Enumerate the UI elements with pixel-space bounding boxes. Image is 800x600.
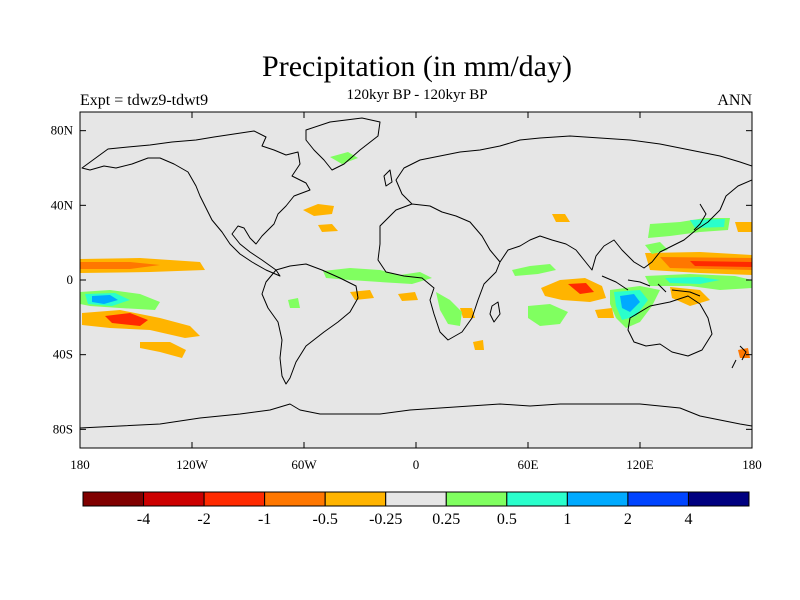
anomaly-region bbox=[541, 278, 606, 302]
colorbar-label: -1 bbox=[258, 511, 271, 528]
coastline-indonesia bbox=[601, 275, 701, 297]
lon-tick-label: 180 bbox=[742, 457, 762, 472]
anomaly-region bbox=[92, 295, 118, 304]
colorbar-label: -0.5 bbox=[313, 511, 338, 528]
precip-anomaly-layer bbox=[80, 152, 752, 358]
anomaly-region bbox=[552, 214, 570, 222]
lat-tick-label: 0 bbox=[67, 272, 74, 287]
coastline-north-america bbox=[81, 130, 311, 277]
anomaly-region bbox=[105, 313, 148, 326]
coastline-africa-eurasia bbox=[377, 135, 752, 341]
colorbar: -4 -2 -1 -0.5 -0.25 0.25 0.5 1 2 4 bbox=[82, 491, 750, 528]
page-title: Precipitation (in mm/day) bbox=[262, 50, 572, 83]
period-label: ANN bbox=[717, 92, 752, 109]
colorbar-swatch bbox=[82, 491, 145, 507]
colorbar-swatch bbox=[385, 491, 447, 507]
anomaly-region bbox=[670, 287, 710, 306]
coastline-uk bbox=[383, 169, 393, 187]
anomaly-region bbox=[512, 264, 556, 276]
colorbar-label: 1 bbox=[563, 511, 571, 528]
anomaly-region bbox=[303, 204, 334, 216]
coastline-new-zealand bbox=[731, 345, 747, 369]
lon-tick-label: 60E bbox=[518, 457, 539, 472]
anomaly-region bbox=[665, 277, 720, 284]
axis-ticks: 80N 40N 0 40S 80S 180 120W 60W 0 60E 120E 180 bbox=[51, 112, 762, 472]
anomaly-region bbox=[568, 283, 594, 294]
coastline-south-america bbox=[261, 263, 359, 385]
coastline-australia bbox=[627, 295, 713, 357]
colorbar-label: 4 bbox=[684, 511, 692, 528]
lon-tick-label: 0 bbox=[413, 457, 420, 472]
coastlines bbox=[80, 117, 752, 429]
anomaly-region bbox=[595, 308, 614, 318]
anomaly-region bbox=[350, 290, 374, 300]
colorbar-swatch bbox=[506, 491, 568, 507]
colorbar-swatch bbox=[566, 491, 629, 507]
anomaly-region bbox=[323, 268, 432, 284]
experiment-label: Expt = tdwz9-tdwt9 bbox=[80, 92, 209, 109]
anomaly-region bbox=[460, 308, 475, 318]
colorbar-label: 0.25 bbox=[432, 511, 460, 528]
colorbar-label: 0.5 bbox=[497, 511, 517, 528]
anomaly-region bbox=[473, 340, 484, 350]
anomaly-region bbox=[318, 224, 338, 232]
colorbar-swatch bbox=[203, 491, 266, 507]
colorbar-label: -2 bbox=[197, 511, 210, 528]
colorbar-label: -0.25 bbox=[369, 511, 402, 528]
anomaly-region bbox=[140, 342, 186, 358]
anomaly-region bbox=[690, 261, 752, 267]
anomaly-region bbox=[398, 292, 418, 301]
lon-tick-label: 180 bbox=[70, 457, 90, 472]
lat-tick-label: 40S bbox=[53, 347, 73, 362]
colorbar-swatch bbox=[143, 491, 205, 507]
colorbar-swatch bbox=[324, 491, 387, 507]
anomaly-region bbox=[330, 152, 358, 164]
colorbar-swatch bbox=[264, 491, 326, 507]
anomaly-region bbox=[80, 262, 160, 269]
colorbar-label: -4 bbox=[137, 511, 150, 528]
coastline-japan bbox=[693, 203, 707, 231]
lon-tick-label: 120E bbox=[626, 457, 654, 472]
coastline-antarctica bbox=[80, 403, 752, 429]
anomaly-region bbox=[288, 298, 300, 308]
colorbar-swatch bbox=[627, 491, 689, 507]
coastline-madagascar bbox=[489, 301, 501, 323]
anomaly-region bbox=[436, 292, 462, 326]
colorbar-swatch bbox=[445, 491, 508, 507]
colorbar-swatch bbox=[687, 491, 750, 507]
lat-tick-label: 80S bbox=[53, 421, 73, 436]
lat-tick-label: 40N bbox=[51, 197, 74, 212]
lon-tick-label: 120W bbox=[176, 457, 209, 472]
anomaly-region bbox=[735, 222, 752, 232]
coastline-greenland bbox=[305, 117, 381, 171]
colorbar-label: 2 bbox=[624, 511, 632, 528]
anomaly-region bbox=[528, 304, 568, 326]
lon-tick-label: 60W bbox=[291, 457, 317, 472]
anomaly-region bbox=[620, 294, 640, 312]
lat-tick-label: 80N bbox=[51, 123, 74, 138]
anomaly-region bbox=[690, 219, 725, 228]
anomaly-region bbox=[738, 348, 750, 358]
map-subtitle: 120kyr BP - 120kyr BP bbox=[346, 87, 488, 103]
